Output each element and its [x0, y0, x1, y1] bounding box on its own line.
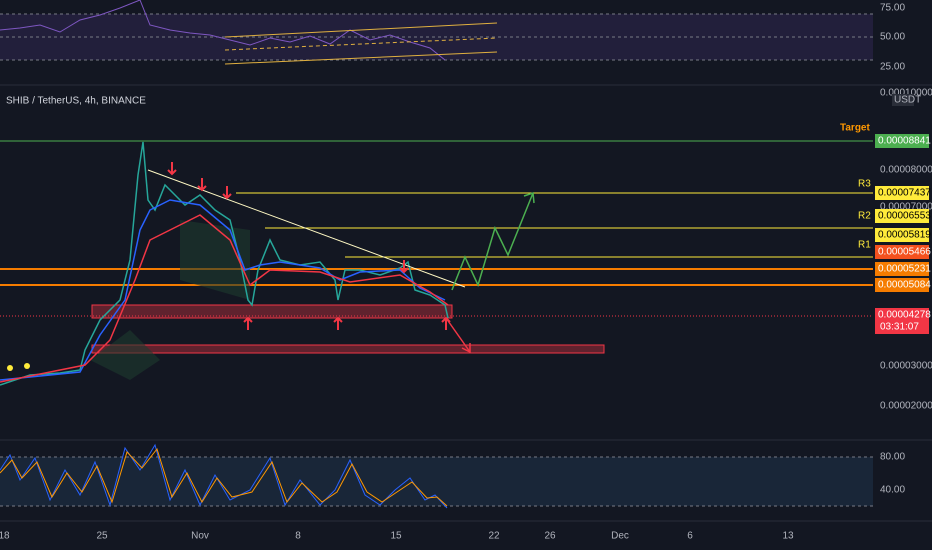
- time-tick: 13: [782, 531, 794, 542]
- countdown: 03:31:07: [880, 322, 919, 333]
- stoch-tick: 40.00: [880, 485, 905, 496]
- signal-dot: [24, 363, 30, 369]
- r2-label: R2: [858, 211, 871, 222]
- price-box: [875, 262, 929, 276]
- rsi-channel-mid: [224, 37, 498, 51]
- signal-dot: [7, 365, 13, 371]
- rsi-line: [0, 0, 446, 61]
- cloud: [180, 220, 250, 300]
- price-tick: 0.00008000: [880, 165, 932, 176]
- price-label: 0.00005231: [878, 264, 931, 275]
- down-arrow: [445, 317, 471, 353]
- time-tick: 25: [96, 531, 108, 542]
- projection: [451, 192, 534, 291]
- price-tick: 0.00007000: [880, 202, 932, 213]
- rsi-tick: 75.00: [880, 3, 905, 14]
- price-box: [875, 209, 929, 223]
- price-box: [875, 245, 929, 259]
- stoch-tick: 80.00: [880, 452, 905, 463]
- time-tick: 26: [544, 531, 556, 542]
- time-tick: 15: [390, 531, 402, 542]
- r3-label: R3: [858, 179, 871, 190]
- currency: USDT: [894, 95, 921, 106]
- price-line: [0, 141, 449, 386]
- time-tick: 6: [687, 531, 693, 542]
- r1-label: R1: [858, 240, 871, 251]
- rsi-tick: 25.00: [880, 62, 905, 73]
- price-tick: 0.00010000: [880, 88, 932, 99]
- time-tick: 8: [295, 531, 301, 542]
- price-box: [875, 186, 929, 200]
- stoch-k: [0, 443, 448, 509]
- stoch-band: [0, 457, 873, 506]
- price-label: 0.00007437: [878, 188, 931, 199]
- rsi-channel-top: [224, 22, 498, 38]
- moving-average: [0, 214, 449, 383]
- price-box: [875, 308, 929, 334]
- price-label: 0.00006553: [878, 211, 931, 222]
- down-arrow-head: [461, 343, 471, 354]
- rsi-tick: 50.00: [880, 32, 905, 43]
- target-label: Target: [840, 123, 870, 134]
- projection-arrow: [523, 191, 535, 204]
- price-box: [875, 228, 929, 242]
- time-tick: Nov: [191, 531, 209, 542]
- cloud: [90, 330, 160, 380]
- demand-zone: [91, 304, 453, 319]
- price-box: [875, 278, 929, 292]
- price-label: 0.00005466: [878, 247, 931, 258]
- time-tick: 22: [488, 531, 500, 542]
- stoch-d: [0, 447, 448, 507]
- symbol-title: SHIB / TetherUS, 4h, BINANCE: [6, 96, 146, 107]
- currency-box: [892, 94, 914, 106]
- markers: [167, 162, 451, 330]
- price-label: 0.00005084: [878, 280, 931, 291]
- moving-average: [0, 199, 446, 381]
- rsi-channel-bottom: [224, 51, 498, 65]
- price-label: 0.00005819: [878, 230, 931, 241]
- time-tick: Dec: [611, 531, 629, 542]
- demand-zone: [91, 344, 605, 354]
- price-tick: 0.00003000: [880, 361, 932, 372]
- price-tick: 0.00002000: [880, 401, 932, 412]
- price-label: 0.00008841: [878, 136, 931, 147]
- time-tick: 18: [0, 531, 10, 542]
- price-box: [875, 134, 929, 148]
- last-price: 0.00004278: [878, 310, 931, 321]
